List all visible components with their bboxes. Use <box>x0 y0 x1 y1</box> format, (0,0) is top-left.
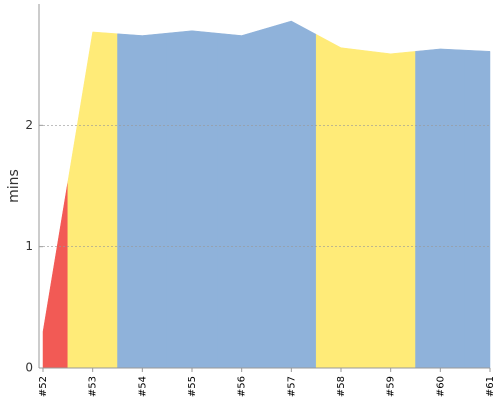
x-tick-label: #56 <box>237 376 248 397</box>
area-segment <box>67 31 118 369</box>
x-tick-label: #57 <box>286 376 297 397</box>
x-tick-label: #53 <box>88 376 99 397</box>
x-tick-label: #61 <box>485 376 496 397</box>
area-segment <box>117 32 168 369</box>
x-tick-label: #55 <box>187 376 198 397</box>
y-tick-label: 1 <box>25 239 33 253</box>
area-segment <box>415 48 466 369</box>
area-segment <box>365 50 416 369</box>
area-segment <box>315 33 367 369</box>
x-tick-label: #60 <box>435 376 446 397</box>
y-tick-label: 2 <box>25 118 33 132</box>
x-tick-label: #54 <box>137 376 148 397</box>
x-tick-label: #52 <box>38 376 49 397</box>
y-axis-label: mins <box>6 169 22 203</box>
x-tick-label: #59 <box>386 376 397 397</box>
area-segment <box>216 27 267 369</box>
x-tick-label: #58 <box>336 376 347 397</box>
area-segment <box>42 181 69 369</box>
y-tick-label: 0 <box>25 361 33 375</box>
area-segment <box>166 30 218 369</box>
area-segment <box>464 49 491 369</box>
area-segment <box>266 20 317 369</box>
